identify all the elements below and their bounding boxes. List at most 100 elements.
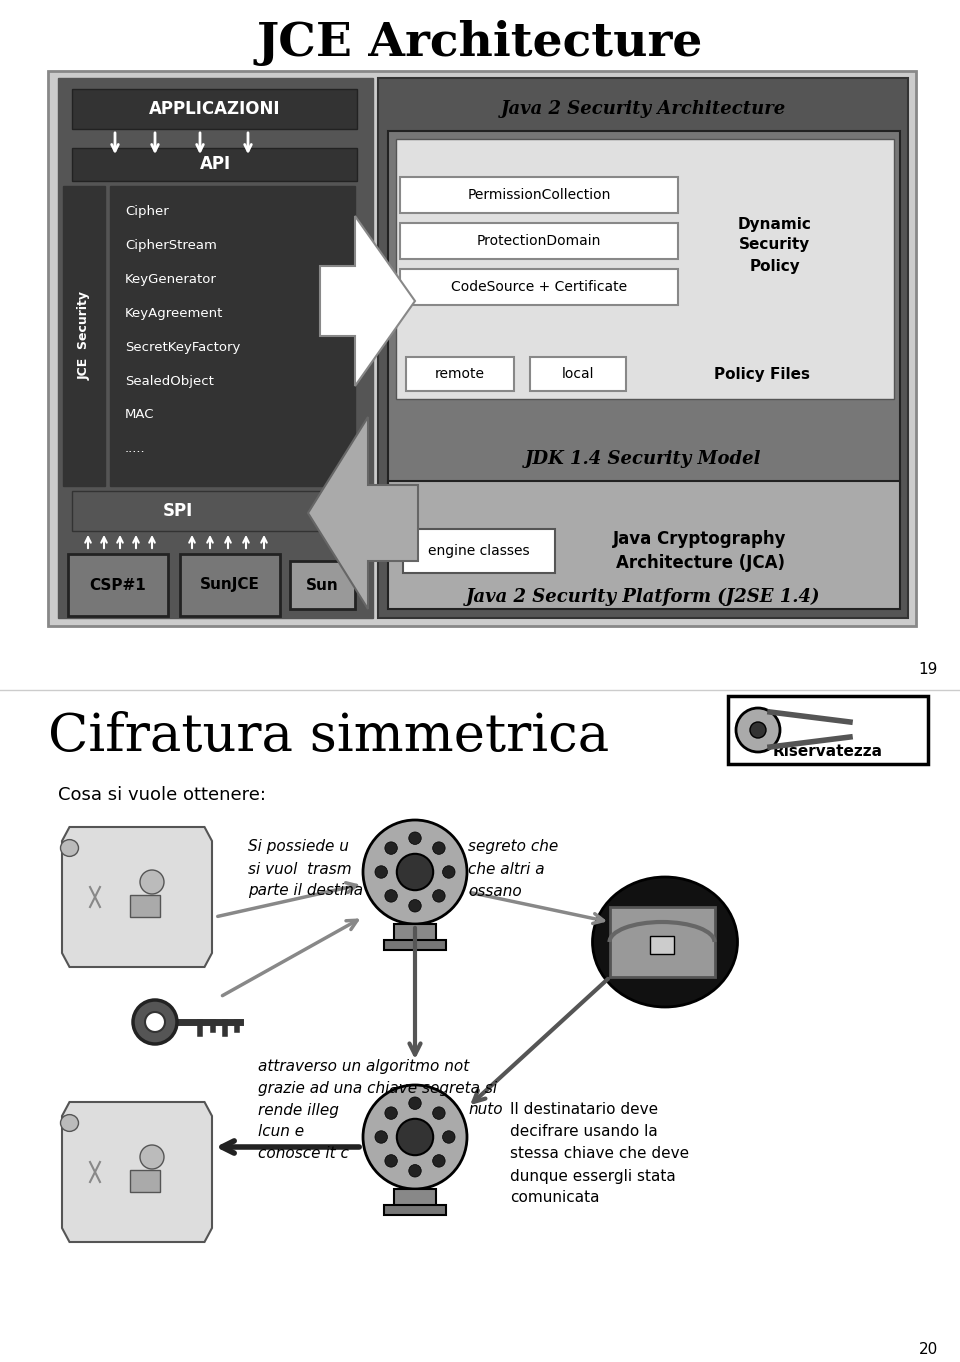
Bar [395,1189,436,1207]
Circle shape [443,1130,455,1143]
Text: Policy Files: Policy Files [714,366,810,381]
Text: KeyAgreement: KeyAgreement [125,306,224,320]
FancyBboxPatch shape [403,528,555,573]
Bar [384,1205,446,1215]
Text: SunJCE: SunJCE [200,577,260,592]
FancyBboxPatch shape [72,148,357,181]
Text: Java 2 Security Architecture: Java 2 Security Architecture [500,99,785,118]
Text: engine classes: engine classes [428,543,530,558]
Circle shape [363,820,467,923]
Text: CSP#1: CSP#1 [89,577,146,592]
Text: MAC: MAC [125,409,155,421]
Circle shape [385,842,397,854]
FancyBboxPatch shape [68,554,168,616]
Circle shape [385,1107,397,1120]
Text: Si possiede u: Si possiede u [248,839,348,854]
Ellipse shape [60,839,79,857]
FancyBboxPatch shape [72,490,357,531]
Text: rende illeg: rende illeg [258,1102,339,1117]
Text: local: local [562,366,594,381]
Circle shape [409,832,421,844]
Text: SecretKeyFactory: SecretKeyFactory [125,340,240,354]
Circle shape [385,1155,397,1167]
Circle shape [396,854,433,891]
FancyBboxPatch shape [72,89,357,129]
FancyBboxPatch shape [400,270,678,305]
Circle shape [409,899,421,913]
Text: ossano: ossano [468,884,521,899]
Text: Cipher: Cipher [125,204,169,218]
Circle shape [375,866,388,878]
FancyBboxPatch shape [110,187,355,486]
Text: JDK 1.4 Security Model: JDK 1.4 Security Model [525,449,761,469]
Bar [395,923,436,943]
Circle shape [375,1130,388,1143]
Circle shape [133,1000,177,1045]
Text: comunicata: comunicata [510,1190,599,1205]
FancyBboxPatch shape [180,554,280,616]
Bar [130,1170,160,1192]
Text: si vuol  trasm: si vuol trasm [248,862,351,877]
Text: CodeSource + Certificate: CodeSource + Certificate [451,281,627,294]
Circle shape [385,889,397,902]
Bar [384,940,446,951]
Text: stessa chiave che deve: stessa chiave che deve [510,1147,689,1162]
Polygon shape [308,417,418,609]
Bar [650,936,674,953]
Polygon shape [62,1102,212,1242]
Circle shape [750,722,766,738]
FancyBboxPatch shape [728,696,928,764]
Text: 20: 20 [919,1343,938,1358]
Text: Riservatezza: Riservatezza [773,745,883,760]
Text: remote: remote [435,366,485,381]
Text: Dynamic
Security
Policy: Dynamic Security Policy [738,217,812,274]
Text: Java Cryptography
Architecture (JCA): Java Cryptography Architecture (JCA) [613,530,787,572]
Circle shape [433,1155,445,1167]
FancyBboxPatch shape [63,187,105,486]
Circle shape [140,1145,164,1169]
Circle shape [145,1012,165,1032]
Text: ProtectionDomain: ProtectionDomain [477,234,601,248]
Text: CipherStream: CipherStream [125,238,217,252]
Circle shape [409,1096,421,1110]
Text: 19: 19 [919,662,938,677]
Text: Cosa si vuole ottenere:: Cosa si vuole ottenere: [58,786,266,804]
Text: decifrare usando la: decifrare usando la [510,1125,658,1140]
Circle shape [433,1107,445,1120]
Polygon shape [62,827,212,967]
Text: che altri a: che altri a [468,862,544,877]
Circle shape [433,842,445,854]
Text: dunque essergli stata: dunque essergli stata [510,1169,676,1184]
Text: grazie ad una chiave segreta si: grazie ad una chiave segreta si [258,1080,497,1095]
FancyBboxPatch shape [290,561,355,609]
Text: Il destinatario deve: Il destinatario deve [510,1102,659,1117]
Text: .....: ..... [125,443,146,455]
Circle shape [433,889,445,902]
Circle shape [443,866,455,878]
Text: Cifratura simmetrica: Cifratura simmetrica [48,711,610,763]
FancyBboxPatch shape [58,78,373,618]
FancyBboxPatch shape [400,177,678,212]
Text: nuto: nuto [468,1102,503,1117]
Text: API: API [200,155,230,173]
Text: SPI: SPI [163,503,193,520]
Text: JCE Architecture: JCE Architecture [257,20,703,65]
Bar [130,895,160,917]
FancyBboxPatch shape [396,139,894,399]
Circle shape [140,870,164,893]
FancyBboxPatch shape [378,78,908,618]
FancyBboxPatch shape [406,357,514,391]
Text: parte il destina: parte il destina [248,884,363,899]
FancyBboxPatch shape [388,131,900,496]
Text: JCE  Security: JCE Security [78,291,90,380]
Text: KeyGenerator: KeyGenerator [125,272,217,286]
Text: SealedObject: SealedObject [125,375,214,388]
FancyBboxPatch shape [388,481,900,609]
Polygon shape [320,217,415,385]
Ellipse shape [592,877,737,1007]
Ellipse shape [60,1114,79,1132]
Text: conosce it c: conosce it c [258,1147,348,1162]
Text: segreto che: segreto che [468,839,559,854]
Text: Java 2 Security Platform (J2SE 1.4): Java 2 Security Platform (J2SE 1.4) [466,588,820,606]
Circle shape [363,1086,467,1189]
